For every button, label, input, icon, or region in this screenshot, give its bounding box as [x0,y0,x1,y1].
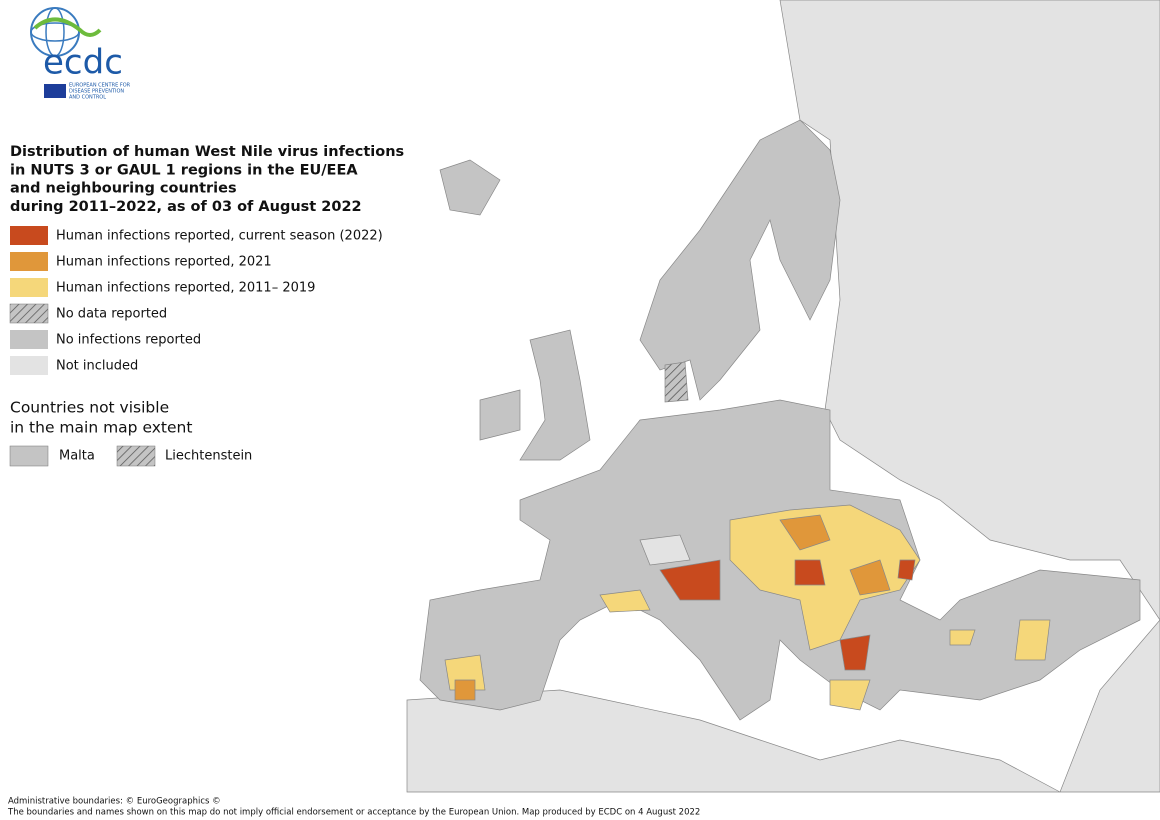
title-line: and neighbouring countries [10,181,237,197]
title-line: during 2011–2022, as of 03 of August 202… [10,199,362,215]
map-title: Distribution of human West Nile virus in… [10,144,404,215]
inset-item: Liechtenstein [165,449,252,464]
logo-subtitle: EUROPEAN CENTRE FOR [69,83,131,89]
logo-subtitle: DISEASE PREVENTION [69,89,124,95]
legend: Human infections reported, current seaso… [9,226,383,375]
title-line: Distribution of human West Nile virus in… [10,144,404,160]
inset-item: Malta [59,449,95,464]
legend-label: Not included [56,359,138,374]
inset-title: Countries not visible [10,399,169,417]
footer-line: Administrative boundaries: © EuroGeograp… [8,797,221,807]
title-line: in NUTS 3 or GAUL 1 regions in the EU/EE… [10,162,358,178]
logo-name: ecdc [43,43,123,83]
legend-label: No infections reported [56,333,201,348]
footer-line: The boundaries and names shown on this m… [7,808,700,818]
map [406,0,1160,793]
inset-legend: Countries not visible in the main map ext… [9,399,252,467]
logo-subtitle: AND CONTROL [69,95,106,101]
legend-label: No data reported [56,307,167,322]
logo: ecdc EUROPEAN CENTRE FOR DISEASE PREVENT… [30,7,131,101]
footer: Administrative boundaries: © EuroGeograp… [7,797,700,818]
legend-label: Human infections reported, 2011– 2019 [56,281,315,296]
inset-title: in the main map extent [10,419,192,437]
legend-label: Human infections reported, current seaso… [56,229,383,244]
legend-label: Human infections reported, 2021 [56,255,272,270]
